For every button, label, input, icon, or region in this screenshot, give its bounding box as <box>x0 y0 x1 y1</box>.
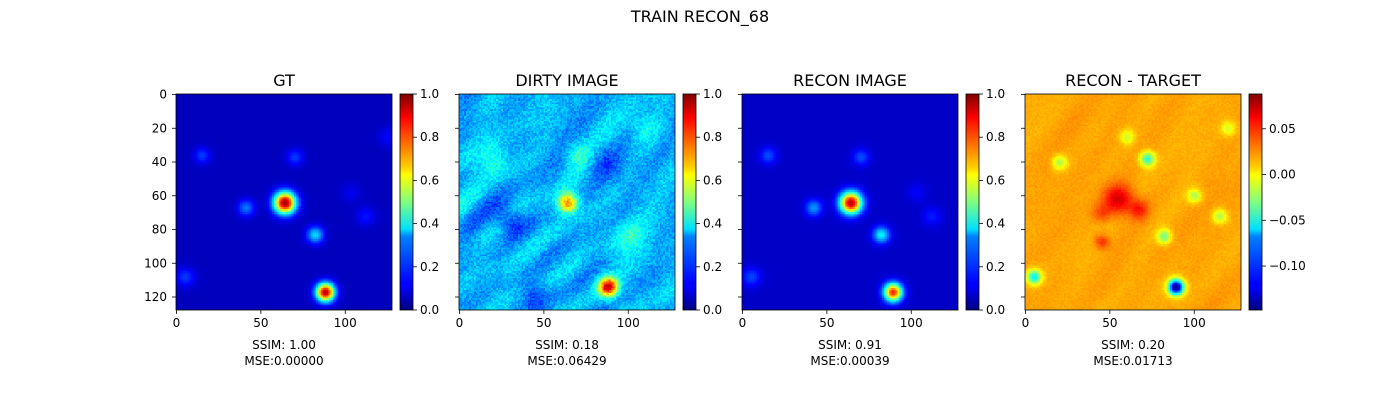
colorbar-tick-label: 0.6 <box>703 173 722 187</box>
y-tick-label: 120 <box>144 290 167 304</box>
ssim-label: SSIM: 0.20 <box>1101 338 1165 352</box>
colorbar-tick-label: 1.0 <box>420 87 439 101</box>
heatmap-image <box>1025 94 1241 310</box>
axes-frame <box>1024 93 1242 311</box>
ssim-label: SSIM: 0.18 <box>535 338 599 352</box>
colorbar <box>965 93 980 311</box>
colorbar-tick-label: 0.0 <box>986 303 1005 317</box>
panel-title: GT <box>273 71 295 90</box>
y-tick-label: 100 <box>144 256 167 270</box>
x-tick-label: 0 <box>173 316 181 330</box>
panel-recon-target: RECON - TARGET 0 50 100 0.05 0.00 −0.05 −0.10 SS… <box>1021 71 1306 368</box>
axes-frame <box>741 93 959 311</box>
colorbar-tick-label: 0.4 <box>420 217 439 231</box>
x-tick-label: 50 <box>819 316 834 330</box>
colorbar-tick-label: 0.6 <box>986 173 1005 187</box>
panel-dirty-image: DIRTY IMAGE 0 50 100 0.0 0.2 0.4 0.6 0.8 1.0 SSIM:… <box>455 71 722 368</box>
x-tick-label: 100 <box>334 316 357 330</box>
colorbar-tick-label: 0.0 <box>703 303 722 317</box>
colorbar-tick-label: 0.2 <box>986 260 1005 274</box>
x-tick-label: 0 <box>456 316 464 330</box>
y-tick-label: 40 <box>152 155 167 169</box>
x-tick-label: 0 <box>739 316 747 330</box>
colorbar-tick-label: 1.0 <box>703 87 722 101</box>
y-tick-label: 20 <box>152 121 167 135</box>
mse-label: MSE:0.06429 <box>527 354 606 368</box>
ssim-label: SSIM: 1.00 <box>252 338 316 352</box>
colorbar-tick-label: 0.4 <box>986 217 1005 231</box>
x-tick-label: 50 <box>1102 316 1117 330</box>
colorbar <box>682 93 697 311</box>
colorbar-tick-label: 0.8 <box>986 130 1005 144</box>
mse-label: MSE:0.00000 <box>244 354 323 368</box>
panel-gt: GT 0 50 100 0 20 40 60 80 100 120 0.0 0.2 0.4 0.6 0.8 1.… <box>144 71 439 368</box>
colorbar-tick-label: 0.8 <box>420 130 439 144</box>
figure-title: TRAIN RECON_68 <box>630 7 769 27</box>
panel-title: RECON IMAGE <box>793 71 907 90</box>
y-tick-label: 60 <box>152 189 167 203</box>
y-tick-label: 80 <box>152 223 167 237</box>
panel-recon-image: RECON IMAGE 0 50 100 0.0 0.2 0.4 0.6 0.8 1.0 SSIM:… <box>738 71 1005 368</box>
x-tick-label: 50 <box>253 316 268 330</box>
heatmap-image <box>176 94 392 310</box>
axes-frame <box>458 93 676 311</box>
colorbar-tick-label: 0.00 <box>1269 168 1296 182</box>
colorbar <box>399 93 414 311</box>
colorbar-tick-label: 0.8 <box>703 130 722 144</box>
x-tick-label: 100 <box>1183 316 1206 330</box>
colorbar-tick-label: 0.2 <box>703 260 722 274</box>
colorbar-tick-label: −0.05 <box>1269 213 1306 227</box>
colorbar-tick-label: 0.4 <box>703 217 722 231</box>
colorbar-tick-label: −0.10 <box>1269 259 1306 273</box>
colorbar <box>1248 93 1263 311</box>
colorbar-tick-label: 0.0 <box>420 303 439 317</box>
heatmap-image <box>742 94 958 310</box>
y-tick-label: 0 <box>159 88 167 102</box>
colorbar-tick-label: 1.0 <box>986 87 1005 101</box>
panel-title: DIRTY IMAGE <box>515 71 618 90</box>
axes-frame <box>175 93 393 311</box>
colorbar-tick-label: 0.6 <box>420 173 439 187</box>
ssim-label: SSIM: 0.91 <box>818 338 882 352</box>
panels: GT 0 50 100 0 20 40 60 80 100 120 0.0 0.2 0.4 0.6 0.8 1.… <box>144 71 1306 368</box>
x-tick-label: 100 <box>900 316 923 330</box>
x-tick-label: 0 <box>1022 316 1030 330</box>
panel-title: RECON - TARGET <box>1065 71 1201 90</box>
x-tick-label: 50 <box>536 316 551 330</box>
heatmap-image <box>459 94 675 310</box>
x-tick-label: 100 <box>617 316 640 330</box>
colorbar-tick-label: 0.05 <box>1269 122 1296 136</box>
mse-label: MSE:0.00039 <box>810 354 889 368</box>
mse-label: MSE:0.01713 <box>1093 354 1172 368</box>
colorbar-tick-label: 0.2 <box>420 260 439 274</box>
